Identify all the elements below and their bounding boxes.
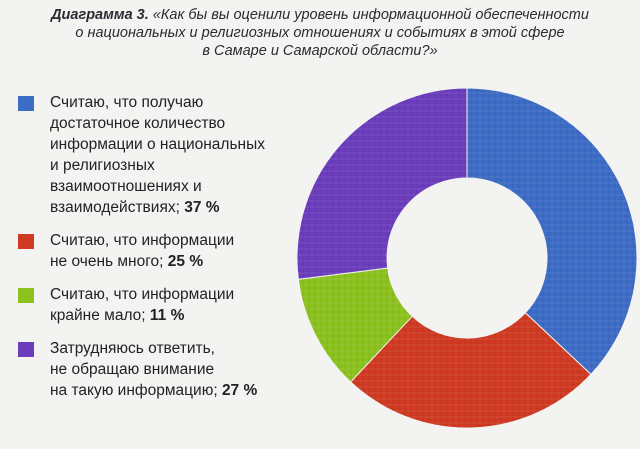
- chart-title: Диаграмма 3. «Как бы вы оценили уровень …: [18, 6, 622, 60]
- legend-text: достаточное количество: [50, 115, 226, 132]
- chart-title-line-3: в Самаре и Самарской области?»: [202, 43, 438, 59]
- legend-text: на такую информацию;: [50, 382, 218, 399]
- legend-text: не обращаю внимание: [50, 361, 215, 378]
- legend-text: Считаю, что информации: [50, 232, 235, 249]
- legend-text: Считаю, что информации: [50, 286, 235, 303]
- slice-undecided-texture: [297, 88, 467, 280]
- legend-text: Считаю, что получаю: [50, 94, 204, 111]
- chart-legend: Считаю, что получаю достаточное количест…: [16, 92, 296, 401]
- legend-text: не очень много;: [50, 253, 164, 270]
- legend-swatch-red: [18, 234, 34, 249]
- chart-title-line-1: «Как бы вы оценили уровень информационно…: [152, 7, 589, 23]
- slice-sufficient-texture: [467, 88, 638, 375]
- legend-swatch-purple: [18, 342, 34, 357]
- legend-text: Затрудняюсь ответить,: [50, 340, 215, 357]
- legend-text: взаимоотношениях и: [50, 178, 202, 195]
- chart-title-line-2: о национальных и религиозных отношениях …: [75, 25, 565, 41]
- legend-item-very-little: Считаю, что информации крайне мало; 11 %: [16, 284, 296, 326]
- chart-title-label: Диаграмма 3.: [51, 7, 149, 23]
- legend-value: 27 %: [221, 382, 258, 399]
- legend-value: 11 %: [149, 307, 185, 324]
- legend-item-not-much: Считаю, что информации не очень много; 2…: [16, 230, 296, 272]
- legend-swatch-green: [18, 288, 34, 303]
- legend-value: 37 %: [184, 199, 220, 216]
- slice-not-much-texture: [350, 312, 591, 428]
- legend-text: взаимодействиях;: [50, 199, 180, 216]
- legend-text: крайне мало;: [50, 307, 146, 324]
- legend-value: 25 %: [167, 253, 204, 270]
- legend-swatch-blue: [18, 96, 34, 111]
- slice-very-little-texture: [298, 268, 413, 382]
- legend-item-undecided: Затрудняюсь ответить, не обращаю внимани…: [16, 338, 296, 401]
- legend-item-sufficient: Считаю, что получаю достаточное количест…: [16, 92, 296, 218]
- legend-text: и религиозных: [50, 157, 155, 174]
- legend-text: информации о национальных: [50, 136, 266, 153]
